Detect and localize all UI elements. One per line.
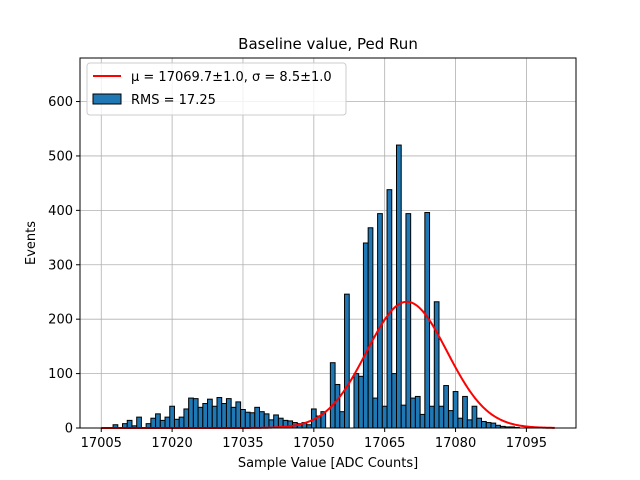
histogram-bar <box>433 301 440 429</box>
plot-area <box>79 57 577 429</box>
y-tick-label: 0 <box>65 422 73 437</box>
histogram-bar <box>414 395 421 429</box>
x-tick-label: 17020 <box>151 436 192 451</box>
histogram-bar <box>169 405 175 429</box>
histogram-bar <box>126 419 133 429</box>
y-axis-label: Events <box>24 221 39 265</box>
histogram-bar <box>329 362 336 429</box>
histogram-bar <box>249 412 256 429</box>
histogram-bar <box>216 397 223 429</box>
histogram-bar <box>159 419 166 429</box>
histogram-bar <box>155 413 161 429</box>
y-tick-label: 300 <box>48 258 73 273</box>
histogram-bar <box>136 416 142 429</box>
histogram-bar <box>244 411 251 429</box>
histogram-bar <box>452 391 459 429</box>
histogram-bar <box>429 405 435 429</box>
x-axis-label: Sample Value [ADC Counts] <box>238 456 418 471</box>
y-tick-label: 100 <box>48 367 73 382</box>
x-tick-label: 17050 <box>293 436 334 451</box>
x-tick-label: 17005 <box>81 436 122 451</box>
histogram-bar <box>362 242 369 429</box>
histogram-bar <box>481 420 487 429</box>
histogram-bar <box>202 403 209 429</box>
histogram-bar <box>188 397 194 429</box>
histogram-bar <box>419 413 426 429</box>
histogram-bar <box>197 406 204 429</box>
x-tick-label: 17065 <box>364 436 405 451</box>
histogram-bar <box>395 144 402 429</box>
histogram-bar <box>462 395 468 429</box>
histogram-bar <box>490 422 497 429</box>
histogram-bar <box>476 417 483 429</box>
histogram-bar <box>150 417 157 429</box>
legend-histogram-label: RMS = 17.25 <box>131 93 216 108</box>
y-tick-label: 200 <box>48 313 73 328</box>
plot-frame <box>79 57 577 429</box>
histogram-bar <box>372 397 379 429</box>
histogram-bar <box>254 406 261 429</box>
histogram-bars <box>112 144 520 429</box>
plot-background <box>80 58 576 428</box>
histogram-bar <box>485 422 492 429</box>
histogram-bar <box>391 373 397 429</box>
histogram-bar <box>164 416 171 429</box>
histogram-bar <box>405 213 412 429</box>
x-tick-label: 17080 <box>435 436 476 451</box>
histogram-bar <box>263 413 270 429</box>
x-tick-label: 17035 <box>222 436 263 451</box>
histogram-bar <box>344 293 350 429</box>
histogram-bar <box>358 375 364 429</box>
y-tick-label: 500 <box>48 149 73 164</box>
histogram-bar <box>192 398 199 429</box>
histogram-bar <box>207 398 213 429</box>
histogram-bar <box>230 406 237 429</box>
histogram-bar <box>447 410 454 429</box>
histogram-bar <box>353 373 360 429</box>
legend-fit-label: μ = 17069.7±1.0, σ = 8.5±1.0 <box>131 70 332 85</box>
histogram-bar <box>443 385 449 429</box>
legend-box <box>86 62 347 116</box>
histogram-bar <box>240 409 246 429</box>
histogram-bar <box>334 383 341 429</box>
x-axis-ticks: 17005 17020 17035 17050 17065 17080 17095 <box>81 428 547 451</box>
histogram-bar <box>367 227 374 429</box>
histogram-bar <box>259 411 265 429</box>
histogram-bar <box>173 418 180 429</box>
histogram-bar <box>339 411 346 429</box>
histogram-bar <box>211 405 218 429</box>
histogram-bar <box>235 401 242 429</box>
histogram-bar <box>183 408 190 429</box>
histogram-bar <box>225 398 232 429</box>
y-axis-ticks: 0 100 200 300 400 500 600 <box>48 95 80 437</box>
histogram-bar <box>471 405 478 429</box>
chart-title: Baseline value, Ped Run <box>238 35 418 53</box>
legend-histogram-swatch <box>92 93 122 105</box>
histogram-bar <box>377 213 383 429</box>
y-tick-label: 400 <box>48 204 73 219</box>
x-tick-label: 17095 <box>506 436 547 451</box>
histogram-bar <box>438 405 445 429</box>
y-tick-label: 600 <box>48 95 73 110</box>
histogram-bar <box>400 404 407 429</box>
histogram-bar <box>273 414 279 429</box>
histogram-bar <box>466 419 473 429</box>
histogram-bar <box>386 189 393 429</box>
histogram-bar <box>457 417 464 429</box>
histogram-bar <box>410 397 416 429</box>
legend: μ = 17069.7±1.0, σ = 8.5±1.0 RMS = 17.25 <box>86 62 347 116</box>
histogram-bar <box>381 405 388 429</box>
histogram-bar <box>178 416 185 429</box>
histogram-bar <box>221 403 227 429</box>
